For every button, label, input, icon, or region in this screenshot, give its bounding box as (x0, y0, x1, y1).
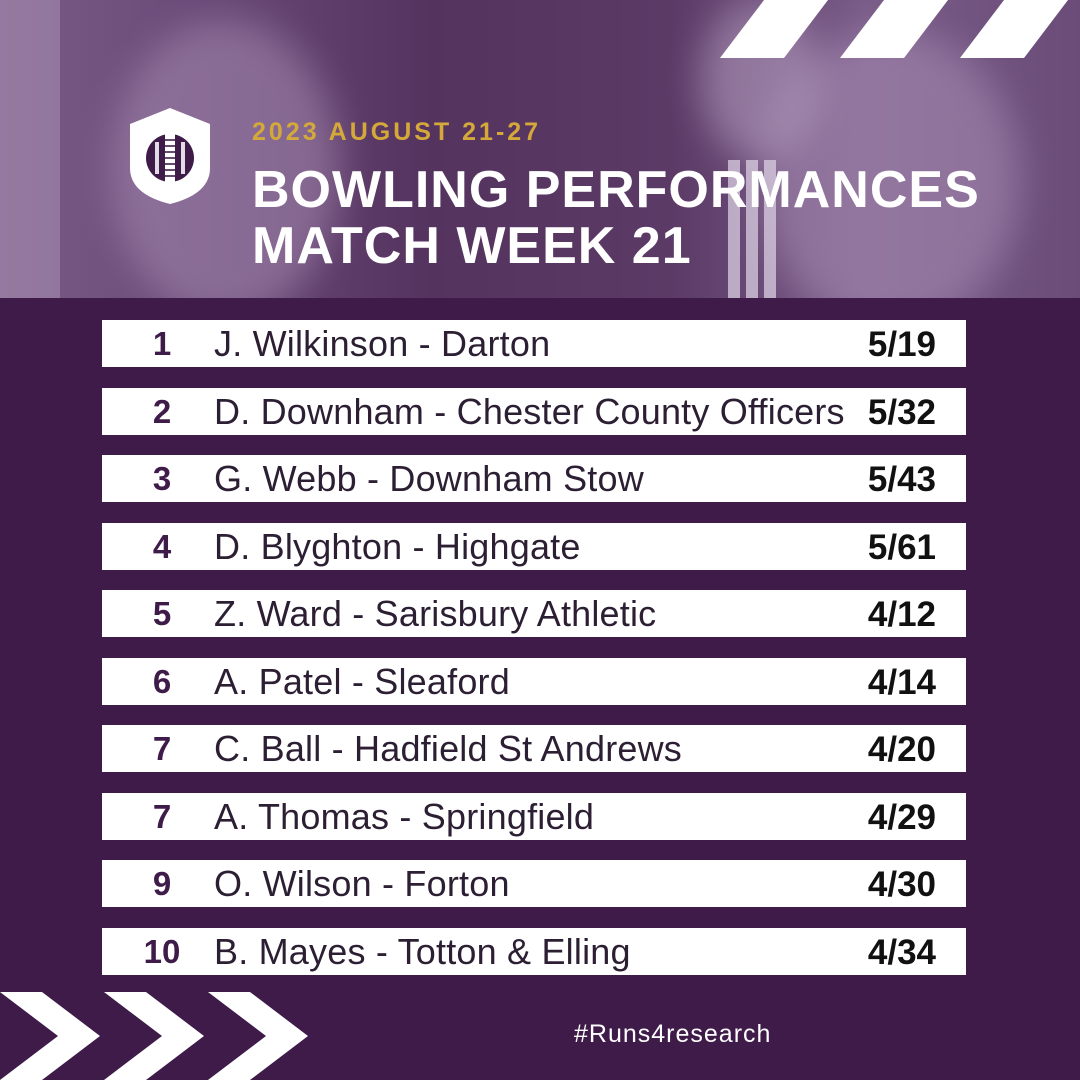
list-item: 6 A. Patel - Sleaford 4/14 (102, 657, 966, 705)
bowling-figures: 4/20 (867, 730, 936, 769)
player-team: B. Mayes - Totton & Elling (214, 930, 631, 972)
bowling-figures: 4/34 (867, 932, 936, 972)
list-item: 1 J. Wilkinson - Darton 5/19 (102, 320, 966, 367)
bowling-figures: 4/14 (867, 662, 936, 702)
title-line-2: MATCH WEEK 21 (252, 217, 692, 275)
rank-number: 2 (152, 392, 172, 430)
list-item: 3 G. Webb - Downham Stow 5/43 (102, 455, 966, 502)
list-item: 4 D. Blyghton - Highgate 5/61 (102, 522, 966, 570)
player-team: J. Wilkinson - Darton (214, 323, 551, 364)
player-team: O. Wilson - Forton (214, 863, 510, 904)
page-title: BOWLING PERFORMANCES MATCH WEEK 21 (252, 162, 980, 274)
chevron-right-icon (0, 992, 308, 1080)
rank-number: 9 (152, 865, 172, 902)
list-item: 10 B. Mayes - Totton & Elling 4/34 (102, 927, 966, 975)
rank-number: 3 (152, 460, 172, 497)
bowling-figures: 4/29 (867, 797, 936, 837)
rank-number: 5 (152, 595, 172, 632)
bowling-figures: 5/61 (867, 527, 936, 567)
list-item: 9 O. Wilson - Forton 4/30 (102, 860, 966, 907)
rank-number: 1 (152, 325, 172, 362)
player-team: D. Downham - Chester County Officers (214, 390, 845, 432)
bowling-figures: 4/30 (867, 865, 936, 904)
hashtag: #Runs4research (574, 1020, 772, 1048)
rank-number: 6 (152, 662, 172, 700)
list-item: 5 Z. Ward - Sarisbury Athletic 4/12 (102, 590, 966, 637)
list-item: 7 C. Ball - Hadfield St Andrews 4/20 (102, 725, 966, 772)
player-team: A. Patel - Sleaford (214, 660, 510, 702)
player-team: C. Ball - Hadfield St Andrews (214, 728, 682, 769)
date-range: 2023 AUGUST 21-27 (252, 118, 542, 146)
rank-number: 4 (152, 527, 172, 565)
player-team: G. Webb - Downham Stow (214, 458, 644, 499)
bowling-figures: 5/32 (867, 392, 936, 432)
list-item: 2 D. Downham - Chester County Officers 5… (102, 387, 966, 435)
bowling-figures: 4/12 (867, 595, 936, 634)
rank-number: 10 (143, 932, 181, 970)
title-line-1: BOWLING PERFORMANCES (252, 161, 980, 219)
diagonal-stripes-decoration (720, 0, 1068, 58)
rank-number: 7 (152, 730, 172, 767)
player-team: Z. Ward - Sarisbury Athletic (214, 593, 657, 634)
cricket-ball-shield-icon (130, 108, 210, 204)
rank-number: 7 (152, 797, 172, 835)
player-team: D. Blyghton - Highgate (214, 525, 581, 567)
list-item: 7 A. Thomas - Springfield 4/29 (102, 792, 966, 840)
player-team: A. Thomas - Springfield (214, 795, 595, 837)
bowling-figures: 5/19 (867, 325, 936, 364)
rankings-list: 1 J. Wilkinson - Darton 5/19 2 D. Downha… (102, 320, 966, 995)
bowling-figures: 5/43 (867, 460, 936, 499)
